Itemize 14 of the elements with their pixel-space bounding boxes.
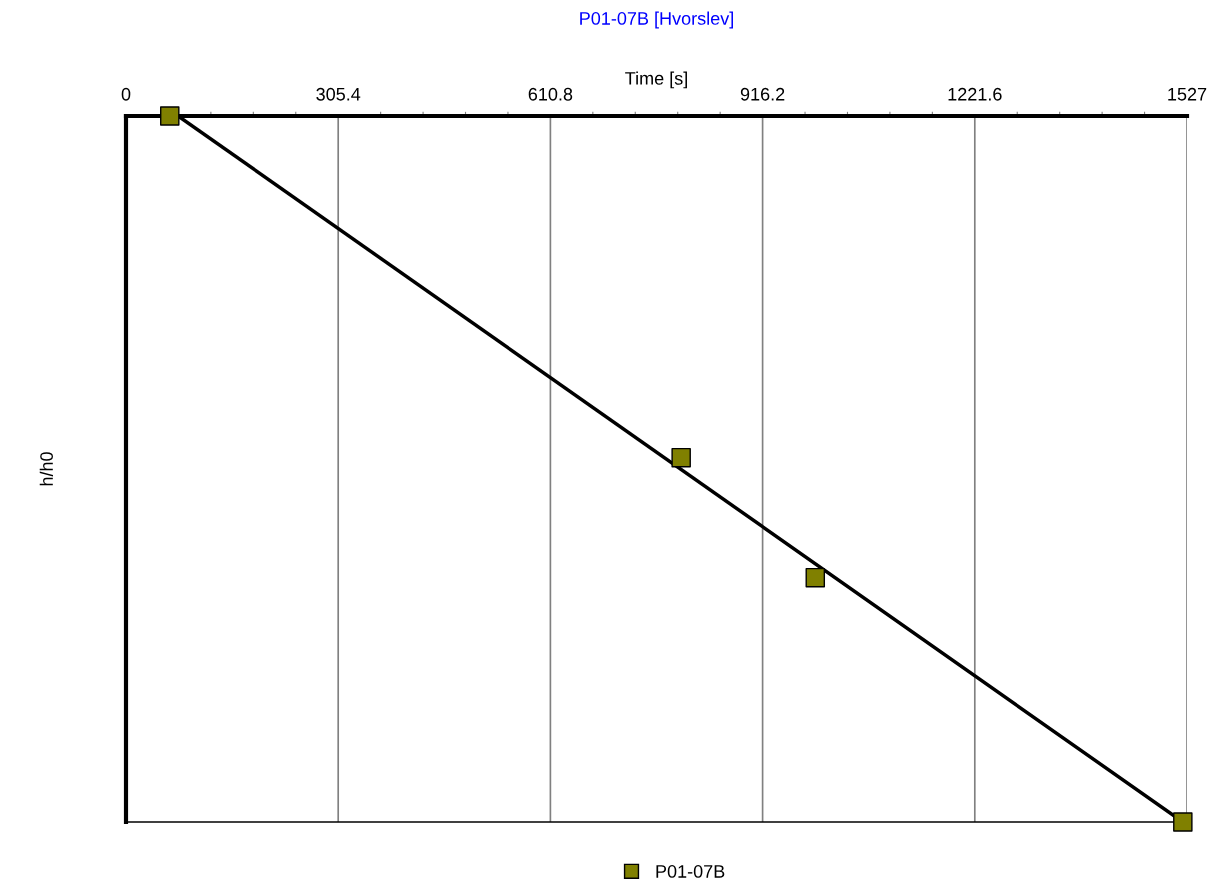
x-tick-label: 610.8 xyxy=(528,87,573,101)
legend-label: P01-07B xyxy=(656,865,725,878)
x-tick-label: 1221.6 xyxy=(948,87,1002,101)
point xyxy=(1173,812,1193,832)
x-tick-label: 1527 xyxy=(1168,87,1207,101)
x-axis-title: Time [s] xyxy=(625,71,687,89)
point xyxy=(671,447,691,468)
point xyxy=(160,106,180,126)
x-tick-label: 0 xyxy=(121,87,131,101)
x-tick-label: 916.2 xyxy=(740,87,785,101)
point xyxy=(805,567,826,588)
y-axis-title: h/h0 xyxy=(39,452,53,486)
x-tick-label: 305.4 xyxy=(316,87,361,101)
chart-title: P01-07B [Hvorslev] xyxy=(580,11,733,29)
